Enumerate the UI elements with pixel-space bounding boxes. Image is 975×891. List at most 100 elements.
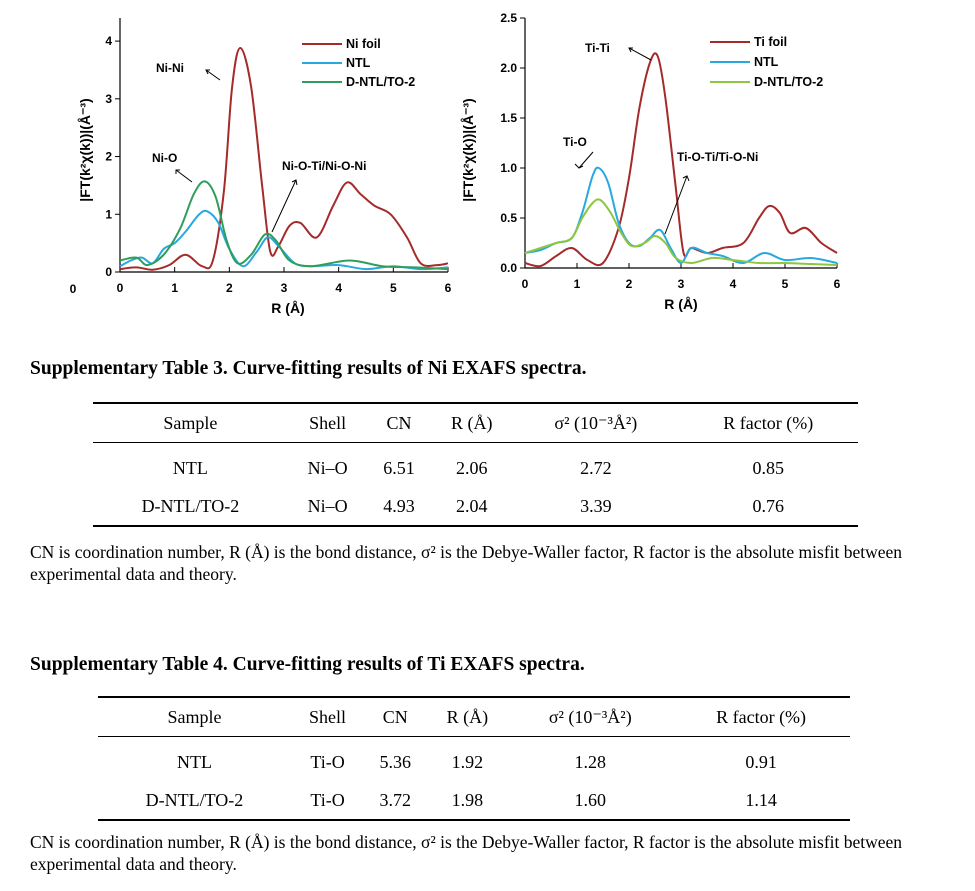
ti-y-tick-label: 0.5 [500,211,517,225]
table-row: D-NTL/TO-2 Ni–O 4.93 2.04 3.39 0.76 [93,487,858,527]
ni-annot-ni-o: Ni-O [152,151,177,165]
ni-annot-ni-o-ti-arrow [271,179,297,233]
ti-annot-ti-o-arrowhead [574,163,584,169]
ni-y-tick-label: 0 [105,265,112,279]
table4-caption: Supplementary Table 4. Curve-fitting res… [30,654,585,675]
table4-note: CN is coordination number, R (Å) is the … [30,832,903,874]
ti-annot-ti-o-ti: Ti-O-Ti/Ti-O-Ni [677,150,758,164]
table3-cell: 0.76 [678,487,858,527]
ni-series-line-2 [119,180,449,271]
ni-y-axis-title: |FT(k²χ(k))|(Å⁻³) [77,98,93,201]
ni-x-tick-label: 1 [171,281,178,295]
ni-x-ticks: 0 1 2 3 4 5 6 [117,267,452,295]
table4-header-sample: Sample [98,696,291,737]
ni-x-tick-label: 2 [226,281,233,295]
table3-cell: 6.51 [383,457,415,478]
table4-cell: Ti-O [310,751,345,772]
table3-cell: 3.39 [513,487,679,527]
ni-annot-ni-ni-arrow [205,69,221,81]
ti-x-ticks: 0 1 2 3 4 5 6 [522,263,841,291]
table4: Sample Shell CN R (Å) σ² (10⁻³Å²) R fact… [98,696,850,821]
ti-y-tick-label: 2.5 [500,11,517,25]
ni-series-line-0 [119,46,449,271]
table3-header-sigma: σ² (10⁻³Å²) [513,402,679,443]
ti-y-tick-label: 2.0 [500,61,517,75]
ni-y-tick-label: 1 [105,207,112,221]
ni-legend-label-ntl: NTL [346,56,371,70]
table-row: NTL Ni–O 6.51 2.06 2.72 0.85 [93,443,858,488]
ni-x-tick-label: 5 [390,281,397,295]
table3-header-shell: Shell [287,402,368,443]
ni-legend-label-dntl: D-NTL/TO-2 [346,75,415,89]
ti-x-tick-label: 6 [834,277,841,291]
ti-annot-ti-ti: Ti-Ti [585,41,610,55]
table3-cell: 2.06 [456,457,488,478]
ti-annot-ti-ti-arrowhead [628,47,633,53]
ti-legend: Ti foil NTL D-NTL/TO-2 [710,35,823,89]
table3-header-sample: Sample [93,402,288,443]
ti-series-group [524,52,838,268]
ni-y-tick-label: 2 [105,150,112,164]
table4-cell: NTL [176,751,212,772]
table-row: D-NTL/TO-2 Ti-O 3.72 1.98 1.60 1.14 [98,781,850,821]
ti-x-tick-label: 1 [574,277,581,291]
ti-y-ticks: 0.0 0.5 1.0 1.5 2.0 2.5 [500,11,525,275]
ti-y-axis-title: |FT(k²χ(k))|(Å⁻³) [460,98,476,201]
ni-legend-label-ni-foil: Ni foil [346,37,381,51]
ti-x-tick-label: 0 [522,277,529,291]
ni-series-group [119,46,449,271]
table4-header-r: R (Å) [426,696,509,737]
table3-cell: Ni–O [287,487,368,527]
table4-cell: 1.92 [451,751,484,772]
table3-cell: D-NTL/TO-2 [93,487,288,527]
ni-annotations: Ni-Ni Ni-O Ni-O-Ti/Ni-O-Ni [152,61,366,233]
ti-x-tick-label: 3 [678,277,685,291]
table3-cell: 2.04 [430,487,514,527]
ni-annot-ni-o-ti-arrowhead [291,179,298,186]
table4-cell: 3.72 [364,781,427,821]
table3-cell: 2.72 [580,457,612,478]
ni-annot-ni-ni: Ni-Ni [156,61,184,75]
ti-series-line-0 [524,52,838,268]
ni-series-line-1 [119,209,449,271]
table3: Sample Shell CN R (Å) σ² (10⁻³Å²) R fact… [93,402,858,527]
table3-caption: Supplementary Table 3. Curve-fitting res… [30,358,587,379]
ni-y-tick-label: 4 [105,34,112,48]
table-row: NTL Ti-O 5.36 1.92 1.28 0.91 [98,737,850,782]
table3-header-row: Sample Shell CN R (Å) σ² (10⁻³Å²) R fact… [93,402,858,443]
ti-y-tick-label: 1.5 [500,111,517,125]
ti-annot-ti-o: Ti-O [563,135,587,149]
ti-y-tick-label: 0.0 [500,261,517,275]
table3-header-r: R (Å) [430,402,514,443]
ni-annot-ni-o-arrow [175,169,193,183]
ni-x-tick-label: 4 [335,281,342,295]
table4-cell: 1.14 [672,781,850,821]
table3-note: CN is coordination number, R (Å) is the … [30,542,903,584]
table4-cell: 1.60 [508,781,673,821]
ni-x-axis-title: R (Å) [271,300,304,316]
ti-legend-label-ntl: NTL [754,55,779,69]
table3-header-cn: CN [367,402,431,443]
table3-cell: 0.85 [752,457,784,478]
ti-annot-ti-ti-arrow [628,47,652,61]
ni-y-tick-label: 3 [105,92,112,106]
ti-annot-ti-o-arrow [578,151,594,169]
table4-header-row: Sample Shell CN R (Å) σ² (10⁻³Å²) R fact… [98,696,850,737]
table4-cell: 0.91 [745,751,777,772]
ti-x-tick-label: 5 [782,277,789,291]
ti-series-line-2 [524,198,838,266]
ni-annot-ni-ni-arrowhead [205,69,210,75]
table4-header-shell: Shell [290,696,365,737]
table4-cell: 5.36 [379,751,411,772]
ni-y-ticks: 0 1 2 3 4 [105,34,120,279]
table3-cell: Ni–O [307,457,348,478]
ti-legend-label-ti-foil: Ti foil [754,35,787,49]
ni-legend: Ni foil NTL D-NTL/TO-2 [302,37,415,89]
ti-y-tick-label: 1.0 [500,161,517,175]
table3-header-rfactor: R factor (%) [678,402,858,443]
ti-x-axis-title: R (Å) [664,296,697,312]
ni-annot-ni-o-ti: Ni-O-Ti/Ni-O-Ni [282,159,366,173]
table4-cell: D-NTL/TO-2 [98,781,291,821]
